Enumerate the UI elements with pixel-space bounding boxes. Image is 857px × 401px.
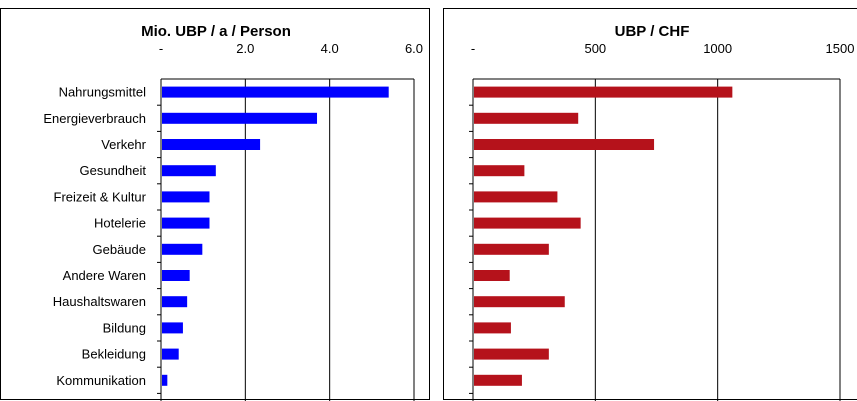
x-tick-label: - — [471, 41, 475, 56]
chart-panel-ubp-chf: UBP / CHF - 500 1000 1500 — [443, 8, 857, 401]
chart-svg-mio-ubp: Mio. UBP / a / Person - 2.0 4.0 6.0 Nahrungs… — [43, 23, 423, 401]
category-label: Hotelerie — [94, 216, 146, 231]
bar — [162, 296, 188, 308]
category-label: Energieverbrauch — [43, 111, 146, 126]
x-tick-label: - — [159, 41, 163, 56]
bar — [474, 139, 655, 150]
x-tick-label: 2.0 — [236, 41, 254, 56]
bar — [162, 191, 210, 203]
bar — [162, 270, 190, 281]
bar — [474, 243, 549, 255]
category-label: Nahrungsmittel — [59, 85, 147, 100]
bar — [162, 165, 216, 177]
bar — [474, 322, 511, 334]
x-tick-label: 4.0 — [321, 41, 339, 56]
bar — [474, 112, 579, 124]
category-label: Bekleidung — [82, 347, 146, 362]
x-tick-label: 1500 — [826, 41, 855, 56]
category-label: Gebäude — [93, 242, 147, 257]
bar — [474, 191, 558, 203]
chart-title: Mio. UBP / a / Person — [141, 23, 291, 40]
bar — [474, 217, 581, 229]
category-label: Gesundheit — [80, 163, 147, 178]
bar — [474, 86, 733, 98]
bar — [162, 243, 203, 255]
category-label: Haushaltswaren — [53, 294, 146, 309]
category-label: Andere Waren — [63, 268, 146, 283]
category-label: Verkehr — [101, 137, 146, 152]
bar — [162, 217, 210, 229]
x-tick-label: 1000 — [703, 41, 732, 56]
bar — [162, 322, 183, 334]
chart-title: UBP / CHF — [615, 23, 690, 40]
bar — [162, 86, 389, 98]
bar — [474, 165, 525, 177]
chart-svg-ubp-chf: UBP / CHF - 500 1000 1500 — [469, 23, 855, 401]
bar — [162, 139, 261, 150]
category-label: Kommunikation — [56, 373, 146, 388]
x-tick-label: 6.0 — [405, 41, 423, 56]
category-label: Bildung — [103, 320, 146, 335]
bar — [474, 374, 522, 386]
bar — [474, 296, 565, 308]
bar — [474, 270, 510, 281]
category-label: Freizeit & Kultur — [54, 189, 147, 204]
x-tick-label: 500 — [584, 41, 606, 56]
bar — [474, 348, 549, 360]
bar — [162, 374, 168, 386]
bar — [162, 112, 318, 124]
chart-panel-mio-ubp: Mio. UBP / a / Person - 2.0 4.0 6.0 Nahrungs… — [0, 8, 430, 401]
bar — [162, 348, 179, 360]
